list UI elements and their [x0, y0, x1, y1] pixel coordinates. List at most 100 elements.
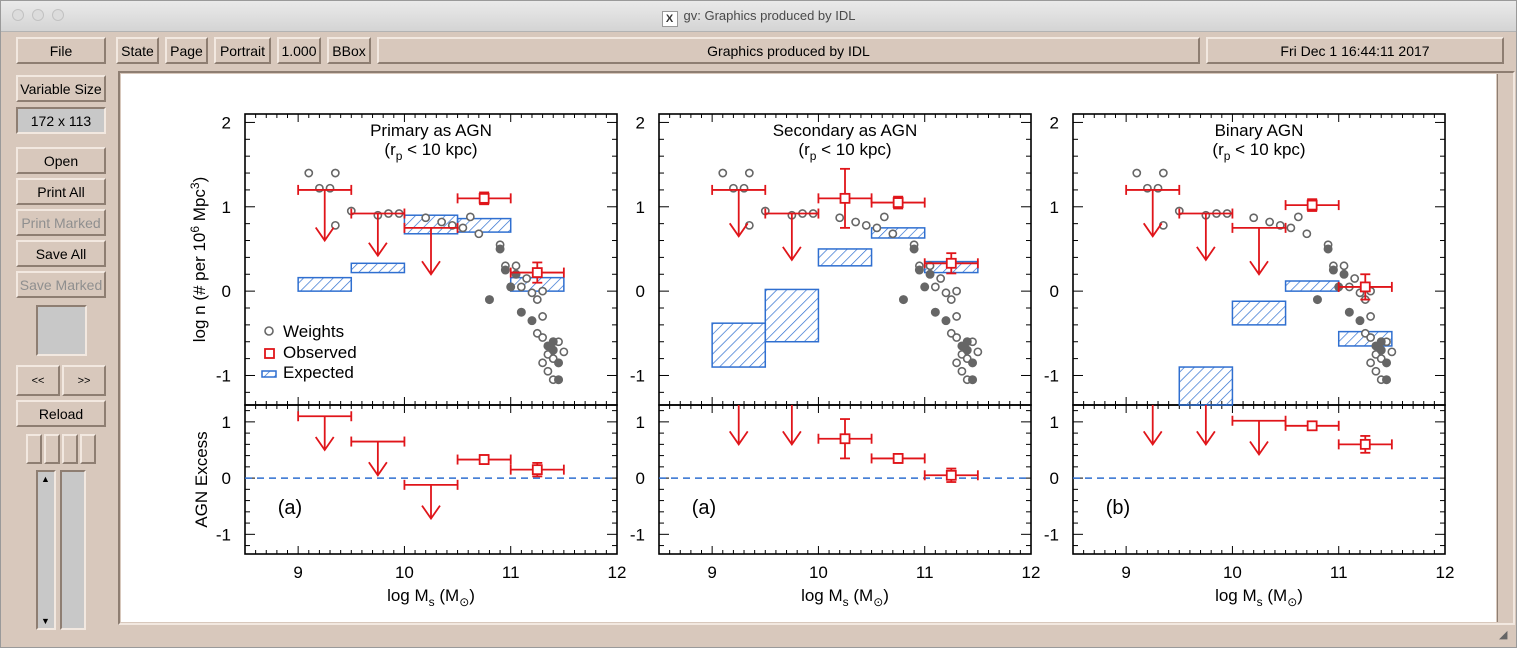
scroll-down-icon[interactable]: ▼ — [41, 616, 50, 626]
weight-point-filled — [909, 244, 919, 254]
excess-point-square — [1359, 438, 1371, 450]
weight-point-open — [1387, 347, 1397, 357]
expected-box — [350, 262, 406, 274]
expected-box — [817, 248, 873, 267]
observed-point-arrowhead — [1196, 246, 1216, 262]
weight-point-open — [1371, 366, 1381, 376]
weight-point-open — [1350, 274, 1360, 283]
weight-point-open — [1249, 213, 1259, 223]
weight-point-filled — [914, 265, 924, 275]
y-tick-label: 0 — [222, 469, 231, 488]
excess-point-square — [945, 469, 957, 481]
y-tick-label: 0 — [636, 469, 645, 488]
close-window-icon[interactable] — [12, 9, 24, 21]
next-page-button[interactable]: >> — [62, 365, 106, 396]
page-scrollbar-right[interactable] — [60, 470, 86, 630]
minimize-window-icon[interactable] — [32, 9, 44, 21]
y-tick-label: 0 — [1050, 469, 1059, 488]
magnification-button[interactable]: 1.000 — [277, 37, 321, 64]
panner-slot-1[interactable] — [26, 434, 42, 464]
excess-point-square — [478, 454, 490, 465]
page-scrollbar-left[interactable]: ▲ ▼ — [36, 470, 56, 630]
bottom-plot-frame — [244, 404, 618, 555]
page-button[interactable]: Page — [165, 37, 208, 64]
weight-point-open — [946, 295, 956, 304]
panel-title: Primary as AGN — [370, 121, 492, 140]
x-tick-label: 11 — [1330, 563, 1348, 582]
weight-point-filled — [1339, 269, 1349, 279]
y-tick-label: 0 — [222, 282, 231, 301]
expected-box — [297, 276, 353, 292]
page-list-area[interactable] — [36, 305, 87, 356]
zoom-window-icon[interactable] — [52, 9, 64, 21]
panel-subtitle: (rp < 10 kpc) — [384, 140, 477, 163]
weight-point-filled — [968, 358, 978, 368]
expected-box — [711, 322, 767, 368]
orientation-button[interactable]: Portrait — [214, 37, 271, 64]
open-button[interactable]: Open — [16, 147, 106, 174]
weight-point-filled — [930, 307, 940, 317]
canvas-vertical-scrollbar[interactable] — [1497, 74, 1512, 622]
weight-point-open — [973, 347, 983, 357]
resize-grip-icon[interactable]: ◢ — [1499, 629, 1508, 641]
weight-point-filled — [925, 269, 935, 279]
excess-point-square — [1306, 420, 1318, 432]
y-tick-label: -1 — [216, 366, 231, 385]
weight-point-open — [952, 312, 961, 321]
weight-point-open — [474, 229, 484, 239]
legend-observed-label: Observed — [283, 343, 357, 362]
panner-slot-3[interactable] — [62, 434, 78, 464]
weight-point-filled — [1355, 316, 1365, 326]
file-button[interactable]: File — [16, 37, 106, 64]
weight-point-open — [437, 217, 447, 227]
y-tick-label: 1 — [1050, 413, 1059, 432]
weight-point-open — [952, 358, 961, 368]
print-marked-button[interactable]: Print Marked — [16, 209, 106, 236]
panel-title: Binary AGN — [1215, 121, 1304, 140]
panel-subtitle: (rp < 10 kpc) — [1212, 140, 1305, 163]
prev-page-button[interactable]: << — [16, 365, 60, 396]
observed-point-square — [1359, 281, 1371, 293]
print-all-button[interactable]: Print All — [16, 178, 106, 205]
save-marked-button[interactable]: Save Marked — [16, 271, 106, 298]
excess-point-arrowhead — [1249, 440, 1269, 457]
weight-point-open — [304, 168, 314, 178]
expected-box — [1231, 300, 1287, 326]
save-all-button[interactable]: Save All — [16, 240, 106, 267]
page-canvas[interactable]: 9 10 11 12 2 1 0 -1 1 0 -1 Primary as AGN (rp < 10 k… — [121, 74, 1496, 622]
expected-box — [1178, 366, 1234, 406]
weight-point-filled — [968, 375, 978, 385]
panner-slot-4[interactable] — [80, 434, 96, 464]
scroll-up-icon[interactable]: ▲ — [41, 474, 50, 484]
weight-point-open — [952, 286, 961, 296]
weight-point-filled — [962, 345, 972, 355]
y-axis-label-top: log n (# per 106 Mpc3) — [188, 177, 209, 343]
x-axis-label: log Ms (M⊙) — [1215, 586, 1303, 609]
panel-subtitle: (rp < 10 kpc) — [798, 140, 891, 163]
weight-point-filled — [511, 269, 521, 279]
observed-point-square — [839, 192, 851, 204]
reload-button[interactable]: Reload — [16, 400, 106, 427]
x-tick-label: 12 — [1022, 563, 1041, 582]
weight-point-open — [1286, 223, 1296, 233]
weight-point-open — [930, 282, 940, 292]
y-tick-label: -1 — [630, 525, 645, 544]
weight-point-open — [330, 168, 340, 178]
panel-label: (a) — [692, 497, 716, 519]
weight-point-filled — [527, 316, 537, 326]
bbox-button[interactable]: BBox — [327, 37, 371, 64]
weight-point-filled — [548, 345, 558, 355]
weight-point-open — [538, 333, 547, 342]
weight-point-open — [465, 212, 475, 222]
observed-point-square — [945, 257, 957, 269]
weight-point-filled — [495, 244, 505, 254]
panner-slot-2[interactable] — [44, 434, 60, 464]
excess-point-square — [531, 464, 543, 476]
weight-point-open — [718, 168, 728, 178]
size-mode-button[interactable]: Variable Size — [16, 75, 106, 102]
x-tick-label: 9 — [707, 563, 716, 582]
state-button[interactable]: State — [116, 37, 159, 64]
